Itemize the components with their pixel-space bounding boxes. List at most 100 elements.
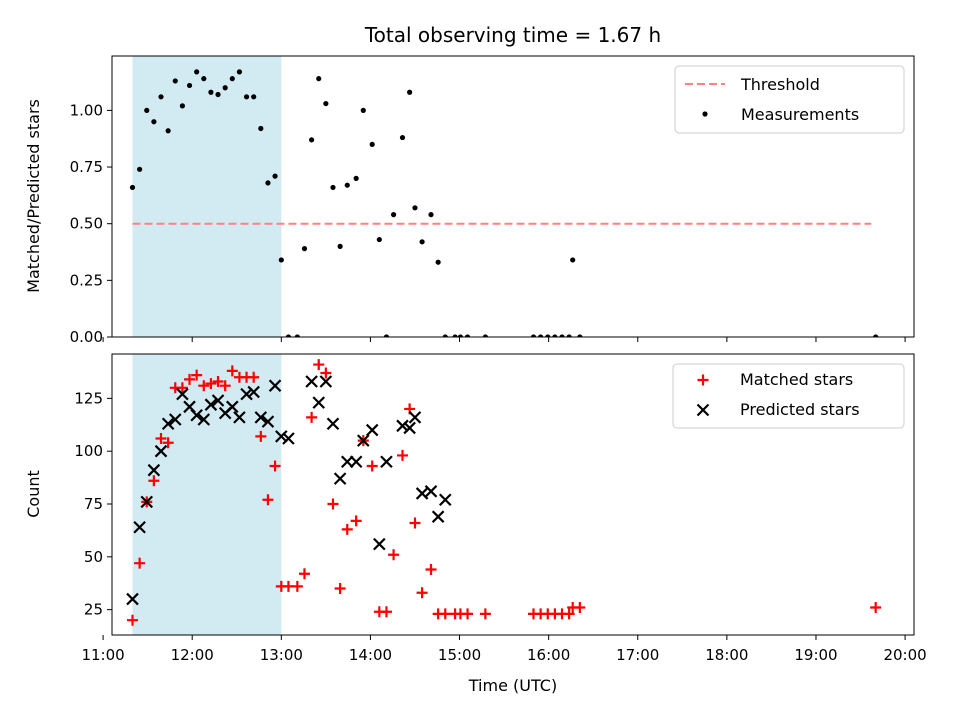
measurement-point xyxy=(144,107,150,113)
measurement-point xyxy=(360,107,366,113)
predicted-star-point xyxy=(240,387,253,401)
matched-star-point xyxy=(219,380,231,392)
matched-legend-label: Matched stars xyxy=(740,370,853,389)
matched-star-point xyxy=(298,568,310,580)
predicted-star-point xyxy=(133,520,146,534)
measurement-point xyxy=(442,334,448,337)
measurements-legend-swatch xyxy=(702,111,708,117)
axes-frame xyxy=(111,353,915,636)
predicted-star-point xyxy=(403,421,416,435)
chart-title: Total observing time = 1.67 h xyxy=(364,23,661,47)
measurement-point xyxy=(301,246,308,252)
matched-star-point xyxy=(462,608,474,620)
measurement-point xyxy=(559,334,565,337)
predicted-star-point xyxy=(233,411,246,424)
predicted-legend-label: Predicted stars xyxy=(740,400,860,419)
predicted-star-point xyxy=(254,411,268,424)
bottom-legend: Matched stars Predicted stars xyxy=(672,363,905,429)
measurement-point xyxy=(457,334,464,337)
matched-star-point xyxy=(479,608,491,620)
matched-star-point xyxy=(388,549,400,561)
measurement-point xyxy=(172,78,178,84)
top-legend-box xyxy=(674,65,905,134)
predicted-star-point xyxy=(126,592,139,606)
matched-star-point xyxy=(409,517,421,529)
measurement-point xyxy=(151,119,157,125)
measurement-point xyxy=(353,175,359,181)
measurement-point xyxy=(369,141,375,147)
measurements-legend-label: Measurements xyxy=(741,105,859,124)
predicted-star-point xyxy=(438,493,452,507)
measurement-point xyxy=(215,91,221,98)
predicted-star-point xyxy=(261,415,275,428)
measurement-point xyxy=(330,184,336,191)
matched-star-point xyxy=(425,564,437,576)
bottom-y-tick-label: 100 xyxy=(74,442,103,460)
measurement-point xyxy=(278,257,284,263)
matched-star-point xyxy=(248,371,260,383)
predicted-star-point xyxy=(349,455,363,469)
bottom-y-tick-label: 50 xyxy=(84,548,103,566)
predicted-star-point xyxy=(365,423,379,437)
matched-star-point xyxy=(255,430,267,442)
measurement-point xyxy=(577,334,583,337)
matched-star-point xyxy=(205,378,217,390)
bottom-panel: 11:00 12:00 13:00 14:00 15:00 16:00 17:00 18:00… xyxy=(74,353,927,664)
predicted-stars-series xyxy=(126,375,452,606)
measurement-point xyxy=(323,100,329,107)
measurement-point xyxy=(201,76,207,82)
matched-star-point xyxy=(563,608,575,620)
predicted-star-point xyxy=(282,432,295,445)
measurement-point xyxy=(337,243,343,249)
measurement-point xyxy=(407,89,413,95)
x-tick-label: 16:00 xyxy=(527,646,570,664)
predicted-star-point xyxy=(312,396,326,409)
top-y-tick-label: 0.50 xyxy=(70,215,103,233)
measurement-point xyxy=(376,236,382,243)
matched-star-point xyxy=(334,583,346,595)
matched-star-point xyxy=(366,460,378,472)
bottom-legend-box xyxy=(672,363,905,429)
top-y-tick-label: 0.75 xyxy=(70,158,103,176)
matched-star-point xyxy=(198,380,210,392)
predicted-star-point xyxy=(373,537,386,551)
predicted-star-point xyxy=(431,510,445,523)
matched-star-point xyxy=(269,460,281,472)
measurement-point xyxy=(265,180,271,186)
measurement-point xyxy=(464,334,471,337)
predicted-star-point xyxy=(333,472,347,485)
x-axis-label: Time (UTC) xyxy=(468,676,557,695)
x-tick-label: 19:00 xyxy=(794,646,837,664)
measurement-point xyxy=(229,76,235,82)
measurement-point xyxy=(873,334,879,337)
predicted-star-point xyxy=(197,413,211,426)
measurement-point xyxy=(428,212,434,218)
matched-star-point xyxy=(306,411,318,423)
measurement-point xyxy=(208,89,214,95)
top-y-tick-label: 0.25 xyxy=(70,271,103,289)
predicted-legend-swatch xyxy=(696,403,710,417)
matched-legend-swatch xyxy=(697,374,709,386)
x-tick-label: 18:00 xyxy=(705,646,748,664)
predicted-star-point xyxy=(380,455,393,469)
measurement-point xyxy=(390,212,397,218)
measurement-point xyxy=(251,94,257,100)
matched-star-point xyxy=(134,557,146,569)
measurement-point xyxy=(309,137,315,143)
predicted-star-point xyxy=(424,485,438,498)
measurement-points xyxy=(129,69,879,337)
matched-star-point xyxy=(341,523,353,535)
matched-star-point xyxy=(191,369,203,381)
measurement-point xyxy=(194,69,200,75)
matched-star-point xyxy=(176,382,188,394)
predicted-star-point xyxy=(147,463,161,477)
predicted-star-point xyxy=(396,419,409,433)
predicted-star-point xyxy=(168,413,182,426)
predicted-star-point xyxy=(190,408,203,422)
predicted-star-point xyxy=(357,434,370,447)
x-tick-label: 12:00 xyxy=(171,646,214,664)
x-tick-label: 13:00 xyxy=(260,646,303,664)
measurement-point xyxy=(399,134,406,141)
bottom-y-axis-label: Count xyxy=(24,470,43,518)
